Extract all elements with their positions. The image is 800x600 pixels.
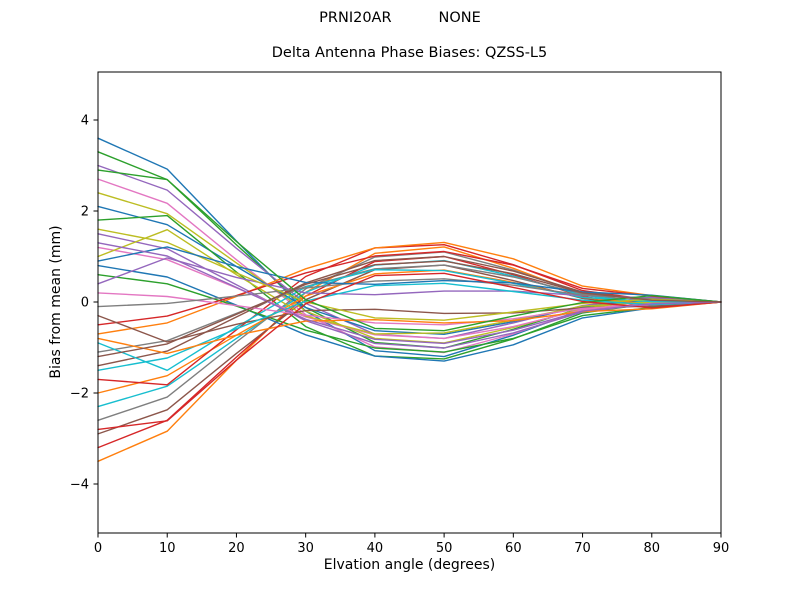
series-line [97, 250, 722, 326]
series-line [97, 228, 722, 321]
y-tick-label: −4 [70, 478, 89, 493]
suptitle-right-text: NONE [438, 10, 481, 26]
x-tick-label: 70 [574, 541, 591, 556]
series-line [97, 241, 722, 335]
x-tick-label: 0 [94, 541, 102, 556]
series-line [97, 178, 722, 354]
axis-ticks-group: 0 10 20 30 40 50 60 70 80 90 −4 −2 0 2 4 [70, 114, 729, 557]
series-line [97, 292, 722, 326]
x-tick-label: 50 [436, 541, 453, 556]
suptitle-left-text: PRNI20AR [319, 10, 392, 26]
series-lines-group [97, 137, 722, 462]
axes-title: Delta Antenna Phase Biases: QZSS-L5 [271, 45, 548, 61]
series-line [97, 242, 722, 345]
y-tick-label: 0 [81, 296, 89, 311]
x-tick-label: 80 [644, 541, 661, 556]
x-tick-label: 90 [713, 541, 730, 556]
y-tick-label: 2 [81, 205, 89, 220]
series-line [97, 274, 722, 353]
x-tick-label: 40 [367, 541, 384, 556]
series-line [97, 301, 722, 355]
series-line [97, 264, 722, 362]
figure-suptitle: PRNI20AR NONE [0, 9, 800, 27]
y-tick-label: 4 [81, 114, 89, 129]
y-tick-label: −2 [70, 387, 89, 402]
series-line [97, 260, 722, 358]
series-line [97, 282, 722, 371]
series-line [97, 169, 722, 332]
series-line [97, 255, 722, 449]
x-axis-label: Elvation angle (degrees) [323, 557, 496, 573]
series-line [97, 243, 722, 386]
series-line [97, 272, 722, 431]
x-tick-label: 30 [297, 541, 314, 556]
series-line [97, 246, 722, 303]
x-tick-label: 10 [159, 541, 176, 556]
x-tick-label: 20 [228, 541, 245, 556]
series-line [97, 164, 722, 340]
x-tick-label: 60 [505, 541, 522, 556]
y-axis-label: Bias from mean (mm) [48, 225, 64, 379]
